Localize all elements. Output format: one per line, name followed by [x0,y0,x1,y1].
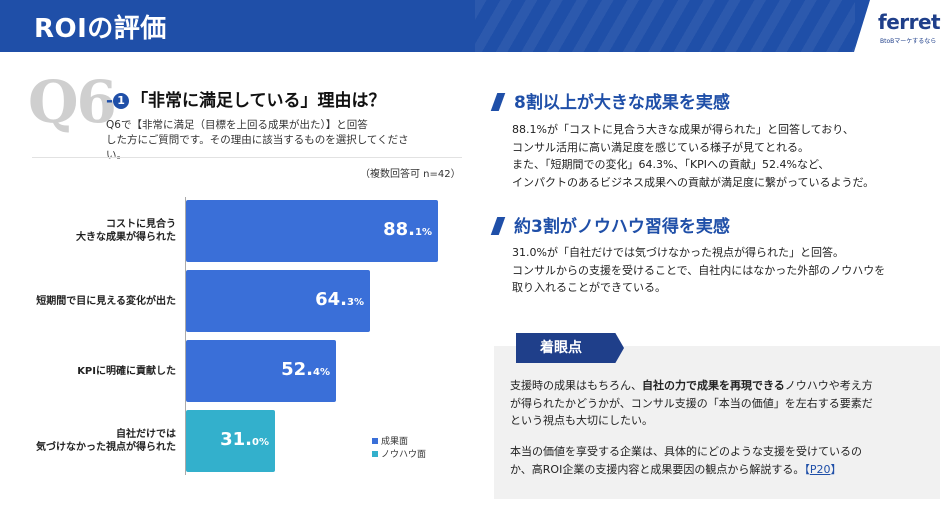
category-label: KPIに明確に貢献した [77,365,176,377]
paragraph-line: コンサルからの支援を受けることで、自社内にはなかった外部のノウハウを [512,263,886,277]
logo-tagline: BtoBマーケするなら [880,38,937,45]
slash-marker-icon [490,93,506,111]
bar [186,200,438,262]
legend-item-results: 成果面 [372,436,426,449]
question-dash: - [106,91,114,111]
insight-line: 本当の価値を享受する企業は、具体的にどのような支援を受けているの [510,445,862,458]
question-number: Q6 [28,68,117,136]
sample-note: （複数回答可 n=42） [360,169,461,180]
question-desc-line: Q6で【非常に満足（目標を上回る成果が出た）】と回答 [106,119,368,131]
paragraph-line: 88.1%が「コストに見合う大きな成果が得られた」と回答しており、 [512,123,854,136]
bar-value-label: 64.3% [315,289,364,310]
bar [186,410,275,472]
insight-emphasis: 自社の力で成果を再現できる [642,379,785,392]
question-description: Q6で【非常に満足（目標を上回る成果が出た）】と回答 した方にご質問です。その理… [106,118,426,163]
category-label: コストに見合う 大きな成果が得られた [76,219,176,243]
legend-swatch-knowhow [372,451,378,457]
insight-line: という視点も大切にしたい。 [510,414,653,427]
bar [186,340,336,402]
insight-line: が得られたかどうかが、コンサル支援の「本当の価値」を左右する要素だ [510,396,873,410]
bar-value-label: 31.0% [220,429,269,450]
paragraph-line: 取り入れることができている。 [512,281,666,294]
question-title: -1 「非常に満足している」理由は？ [106,86,386,111]
chart-legend: 成果面 ノウハウ面 [372,436,426,462]
page-title: ROIの評価 [34,14,167,44]
paragraph-line: また、「短期間での変化」64.3%、「KPIへの貢献」52.4%など、 [512,158,830,171]
page-reference-link[interactable]: P20 [809,462,831,476]
section-1-text: 88.1%が「コストに見合う大きな成果が得られた」と回答しており、 コンサル活用… [512,121,874,191]
ferret-logo: ferret [878,10,941,34]
insight-paragraph-1: 支援時の成果はもちろん、自社の力で成果を再現できるノウハウや考え方 が得られたか… [510,377,930,430]
legend-item-knowhow: ノウハウ面 [372,449,426,462]
divider [32,157,462,158]
section-heading-1: 8割以上が大きな成果を実感 [490,88,730,113]
section-heading-2: 約3割がノウハウ習得を実感 [490,212,730,237]
question-circle-number: 1 [113,93,130,109]
chart-axis-line [185,197,186,475]
bar-value-label: 52.4% [281,359,330,380]
question-desc-line: した方にご質問です。その理由に該当するものを選択してください。 [106,134,409,161]
header-stripe-decoration [475,0,855,52]
category-label: 自社だけでは 気づけなかった視点が得られた [36,429,176,453]
header-bar: ROIの評価 ferret BtoBマーケするなら [0,0,950,52]
bar [186,270,370,332]
insight-tag: 着眼点 [516,333,624,363]
insight-panel [494,346,940,499]
paragraph-line: コンサル活用に高い満足度を感じている様子が見てとれる。 [512,140,809,154]
paragraph-line: 31.0%が「自社だけでは気づけなかった視点が得られた」と回答。 [512,246,844,259]
paragraph-line: インパクトのあるビジネス成果への貢献が満足度に繋がっているようだ。 [512,175,875,189]
insight-paragraph-2: 本当の価値を享受する企業は、具体的にどのような支援を受けているの か、高ROI企… [510,443,930,478]
question-title-text: 「非常に満足している」理由は？ [131,91,386,111]
bar-value-label: 88.1% [383,219,432,240]
section-2-text: 31.0%が「自社だけでは気づけなかった視点が得られた」と回答。 コンサルからの… [512,244,885,297]
slash-marker-icon [490,217,506,235]
legend-swatch-results [372,438,378,444]
insight-line: か、高ROI企業の支援内容と成果要因の観点から解説する。【P20】 [510,462,842,476]
category-label: 短期間で目に見える変化が出た [36,295,176,307]
page-reference: 【P20】 [804,462,842,476]
insight-line: 支援時の成果はもちろん、自社の力で成果を再現できるノウハウや考え方 [510,379,873,392]
logo-box: ferret BtoBマーケするなら [854,0,950,52]
